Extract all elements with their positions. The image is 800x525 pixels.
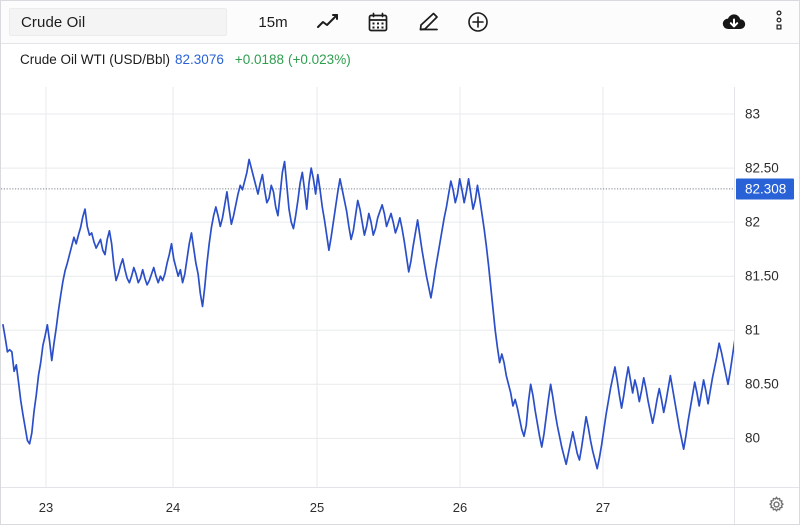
time-tick-label: 27 bbox=[595, 500, 611, 515]
time-tick-label: 26 bbox=[452, 500, 468, 515]
plot-canvas[interactable] bbox=[1, 87, 734, 487]
symbol-search-input[interactable]: Crude Oil bbox=[9, 8, 227, 36]
download-cloud-icon bbox=[721, 12, 747, 32]
current-price-badge: 82.308 bbox=[736, 178, 795, 200]
kebab-menu-icon bbox=[776, 9, 782, 36]
price-tick-label: 82 bbox=[745, 214, 761, 230]
price-tick-label: 80 bbox=[745, 430, 761, 446]
legend-last-price: 82.3076 bbox=[175, 51, 224, 67]
legend-change-percent: (+0.023%) bbox=[288, 51, 351, 67]
price-axis[interactable]: 82.308 83 82.50 82 81.50 81 80.50 80 bbox=[734, 87, 799, 524]
chart-legend: Crude Oil WTI (USD/Bbl) 82.3076 +0.0188 … bbox=[1, 45, 351, 73]
interval-label: 15m bbox=[258, 13, 288, 31]
time-tick-label: 25 bbox=[309, 500, 325, 515]
line-chart-icon bbox=[317, 13, 339, 31]
pencil-icon bbox=[416, 11, 440, 33]
chart-type-button[interactable] bbox=[303, 1, 353, 44]
symbol-search-value: Crude Oil bbox=[21, 13, 86, 31]
calendar-icon bbox=[368, 12, 388, 32]
time-tick-label: 23 bbox=[38, 500, 54, 515]
plus-circle-icon bbox=[467, 11, 489, 33]
time-axis[interactable]: 23 24 25 26 27 bbox=[1, 487, 799, 524]
price-tick-label: 80.50 bbox=[745, 376, 779, 392]
legend-change: +0.0188 bbox=[234, 51, 285, 67]
interval-button[interactable]: 15m bbox=[243, 1, 303, 44]
price-level-line bbox=[1, 188, 734, 190]
download-button[interactable] bbox=[709, 1, 759, 44]
legend-symbol-name: Crude Oil WTI (USD/Bbl) bbox=[20, 51, 171, 67]
gear-icon[interactable] bbox=[768, 496, 785, 518]
chart-area: 82.308 83 82.50 82 81.50 81 80.50 80 23 24 25 26 2… bbox=[1, 87, 799, 524]
price-series-line bbox=[2, 158, 734, 470]
add-indicator-button[interactable] bbox=[453, 1, 503, 44]
time-tick-label: 24 bbox=[165, 500, 181, 515]
price-tick-label: 81.50 bbox=[745, 268, 779, 284]
chart-gridlines bbox=[1, 87, 734, 487]
more-menu-button[interactable] bbox=[759, 1, 799, 44]
chart-toolbar: Crude Oil 15m bbox=[1, 1, 799, 44]
calendar-button[interactable] bbox=[353, 1, 403, 44]
price-tick-label: 83 bbox=[745, 106, 761, 122]
draw-tools-button[interactable] bbox=[403, 1, 453, 44]
price-tick-label: 81 bbox=[745, 322, 761, 338]
price-tick-label: 82.50 bbox=[745, 160, 779, 176]
